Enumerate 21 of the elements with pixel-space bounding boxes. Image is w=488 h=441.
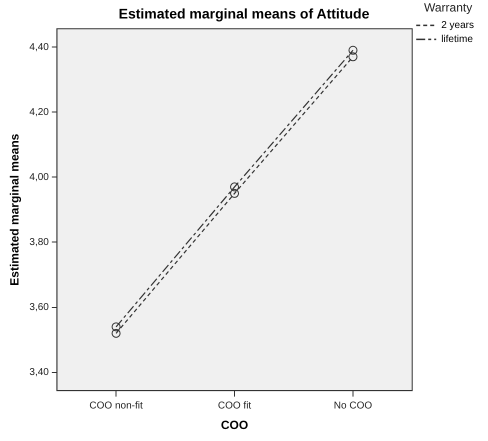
y-tick-label: 4,40 [29, 42, 50, 53]
y-tick-label: 4,00 [29, 172, 50, 183]
y-tick-label: 3,60 [29, 302, 50, 314]
x-tick-label: COO non-fit [89, 400, 143, 412]
point [230, 182, 240, 192]
point [348, 52, 358, 62]
legend-label: lifetime [441, 34, 474, 46]
legend-label: 2 years [441, 20, 474, 32]
point [112, 322, 121, 332]
legend-title: Warranty [424, 0, 472, 14]
chart-title: Estimated marginal means of Attitude [118, 5, 370, 22]
y-axis-title: Estimated marginal means [8, 133, 22, 286]
x-tick-label: COO fit [218, 400, 252, 412]
point [112, 328, 121, 338]
point [230, 188, 240, 198]
x-axis-title: COO [220, 418, 248, 432]
y-tick-label: 3,80 [29, 236, 50, 248]
x-tick-label: No COO [334, 400, 372, 412]
y-tick-label: 3,40 [29, 367, 50, 378]
point [348, 46, 358, 55]
y-tick-label: 4,20 [29, 106, 50, 118]
